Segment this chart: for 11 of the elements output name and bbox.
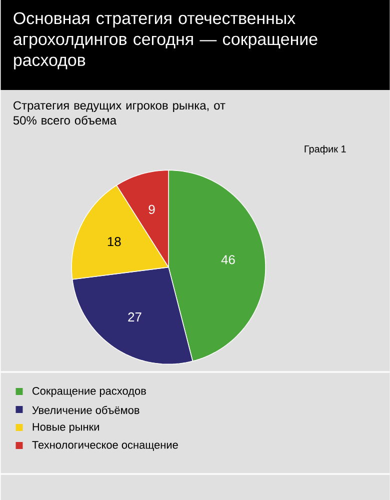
- data-label: 18: [108, 236, 121, 246]
- data-label: 9: [148, 204, 155, 214]
- chart-subtitle: Стратегия ведущих игроков рынка, от 50% всего объема: [13, 101, 226, 125]
- chart-title: Основная стратегия отечественных агрохолдингов сегодня — сокращение расходов: [13, 12, 318, 70]
- data-label: 27: [128, 312, 142, 322]
- legend-label: Технологическое оснащение: [32, 441, 178, 451]
- legend-label: Новые рынки: [32, 423, 99, 433]
- data-label: 46: [221, 255, 235, 264]
- text: График 1: [304, 145, 346, 154]
- legend-label: Сокращение расходов: [32, 387, 146, 397]
- legend-label: Увеличение объёмов: [32, 406, 140, 414]
